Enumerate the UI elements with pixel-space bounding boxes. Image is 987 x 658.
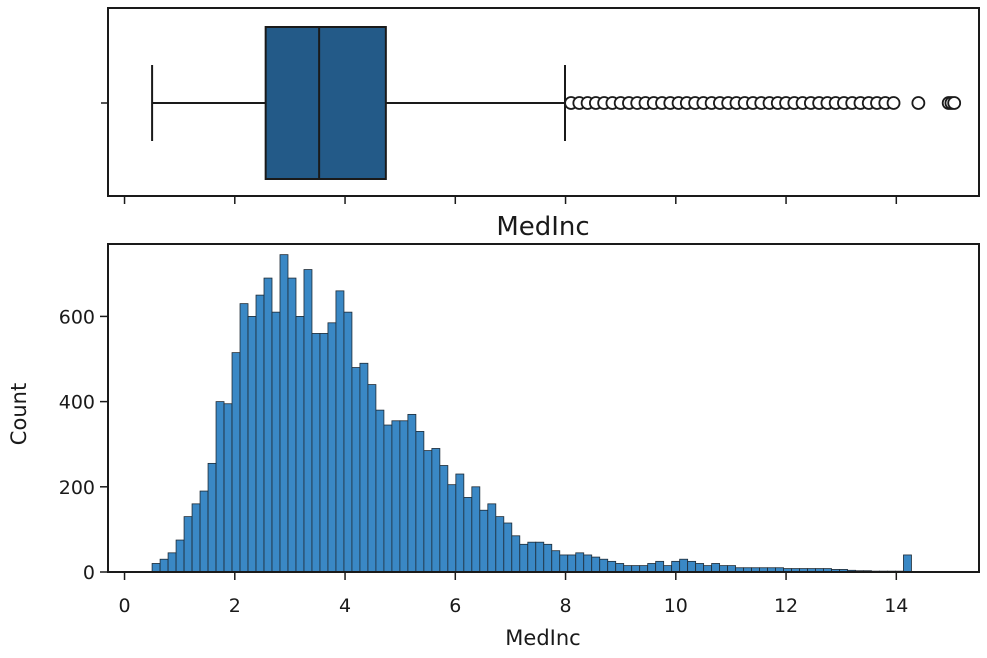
histogram-bar: [167, 552, 177, 573]
histogram-bar: [607, 560, 617, 573]
histogram-bar: [407, 413, 417, 573]
histogram-bar: [319, 333, 329, 573]
histogram-x-tick-label: 6: [449, 595, 461, 617]
histogram-bar: [367, 384, 377, 573]
histogram-bar: [151, 563, 161, 573]
histogram-bar: [383, 424, 393, 573]
histogram-bar: [599, 558, 609, 573]
histogram-bar: [191, 503, 201, 573]
histogram-bar: [583, 554, 593, 573]
histogram-bar: [687, 560, 697, 573]
box-plot-title: MedInc: [496, 212, 589, 242]
histogram-bar: [647, 563, 657, 573]
histogram-bar: [463, 497, 473, 573]
histogram-bar: [351, 367, 361, 573]
histogram-bar: [199, 490, 209, 573]
histogram-bar: [535, 541, 545, 573]
histogram-x-tick-label: 0: [118, 595, 130, 617]
histogram-bar: [159, 558, 169, 573]
histogram-x-tick-label: 8: [560, 595, 572, 617]
histogram-x-tick-label: 4: [339, 595, 351, 617]
histogram-bar: [471, 486, 481, 573]
histogram-bar: [295, 316, 305, 573]
histogram-bar: [255, 294, 265, 573]
histogram-x-tick-label: 2: [229, 595, 241, 617]
histogram-bar: [567, 554, 577, 573]
histogram-bar: [615, 563, 625, 573]
outlier-point: [947, 96, 962, 110]
histogram-bar: [503, 522, 513, 573]
histogram-bar: [655, 560, 665, 573]
histogram-bar: [903, 554, 912, 573]
histogram-bar: [207, 462, 217, 573]
histogram-bar: [335, 290, 345, 573]
box-plot-panel: MedInc: [101, 7, 980, 242]
histogram-bar: [375, 409, 385, 573]
interquartile-box: [264, 26, 387, 180]
histogram-frame: [107, 243, 980, 573]
histogram-bar: [447, 484, 457, 573]
histogram-x-tick-label: 14: [884, 595, 908, 617]
outlier-point: [886, 96, 901, 110]
histogram-bar: [487, 503, 497, 573]
histogram-bar: [247, 316, 257, 573]
histogram-bar: [439, 465, 449, 573]
histogram-bar: [551, 550, 561, 573]
histogram-bar: [527, 541, 537, 573]
histogram-bar: [287, 277, 297, 573]
histogram-bar: [183, 516, 193, 573]
histogram-bar: [231, 352, 241, 573]
histogram-bar: [455, 473, 465, 573]
histogram-bar: [223, 403, 233, 573]
histogram-bar: [495, 516, 505, 573]
histogram-bar: [415, 431, 425, 573]
histogram-bar: [175, 539, 185, 573]
histogram-y-axis-label: Count: [7, 383, 31, 445]
histogram-bar: [695, 563, 705, 573]
histogram-bar: [279, 254, 289, 573]
histogram-x-tick-label: 12: [774, 595, 798, 617]
histogram-bar: [343, 311, 353, 573]
histogram-bar: [263, 277, 273, 573]
histogram-bar: [311, 333, 321, 573]
histogram-bar: [399, 420, 409, 573]
histogram-bar: [575, 552, 585, 573]
histogram-bar: [327, 322, 337, 573]
histogram-bar: [271, 311, 281, 573]
histogram-y-tick-label: 400: [59, 392, 95, 414]
outlier-point: [911, 96, 926, 110]
histogram-bar: [431, 448, 441, 573]
histogram-bar: [543, 543, 553, 573]
histogram-panel: 0 2 4 6 8 10 12 14 0 200 400 600 MedInc Count: [7, 243, 980, 650]
histogram-bar: [215, 401, 225, 573]
histogram-bar: [671, 560, 681, 573]
box-plot-frame: [107, 7, 980, 197]
histogram-bar: [359, 362, 369, 573]
histogram-bar: [559, 554, 569, 573]
histogram-bar: [679, 558, 689, 573]
histogram-bar: [391, 420, 401, 573]
histogram-bar: [479, 509, 489, 573]
histogram-x-tick-label: 10: [664, 595, 688, 617]
histogram-bar: [711, 563, 721, 573]
histogram-bar: [303, 269, 313, 573]
histogram-y-tick-label: 600: [59, 306, 95, 328]
histogram-y-tick-label: 200: [59, 477, 95, 499]
histogram-bar: [511, 535, 521, 573]
histogram-bar: [591, 556, 601, 573]
histogram-bar: [423, 450, 433, 573]
histogram-y-tick-label: 0: [83, 562, 95, 584]
histogram-x-axis-label: MedInc: [505, 626, 580, 650]
histogram-bar: [519, 543, 529, 573]
histogram-bar: [239, 303, 249, 573]
